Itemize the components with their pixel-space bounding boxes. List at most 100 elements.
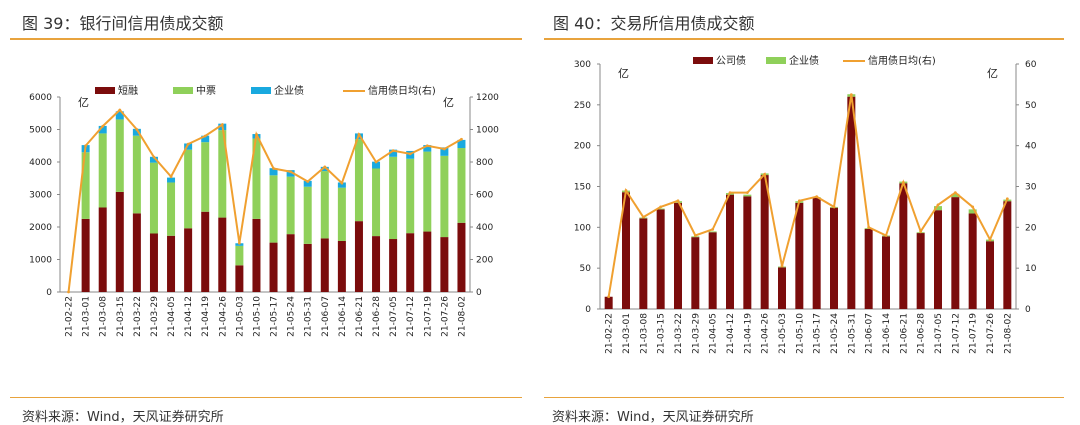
- line-point: [659, 205, 663, 209]
- left-tick-label: 1000: [29, 256, 52, 266]
- bar-1: [167, 235, 176, 292]
- bar-1: [795, 202, 804, 309]
- line-point: [272, 167, 275, 170]
- line-point: [118, 108, 122, 112]
- bar-1: [406, 233, 415, 292]
- bar-1: [708, 232, 717, 309]
- x-tick-label: 21-03-29: [691, 313, 701, 354]
- x-tick-label: 21-05-03: [778, 313, 788, 354]
- left-tick-label: 2000: [29, 223, 52, 233]
- bar-1: [286, 234, 295, 292]
- line-point: [135, 128, 139, 131]
- bar-1: [656, 209, 665, 309]
- left-unit-label: 亿: [618, 67, 629, 80]
- line-point: [237, 241, 241, 245]
- left-tick-label: 250: [574, 101, 591, 111]
- left-tick-label: 5000: [29, 126, 52, 136]
- bar-1: [423, 231, 432, 292]
- x-tick-label: 21-05-31: [847, 313, 857, 354]
- legend-swatch: [251, 87, 271, 94]
- daily-average-line: [607, 94, 1009, 297]
- bar-3: [184, 143, 193, 150]
- line-point: [849, 93, 853, 97]
- line-point: [169, 175, 173, 179]
- bar-1: [743, 196, 752, 309]
- right-tick-label: 0: [476, 288, 482, 298]
- bar-2: [968, 209, 977, 214]
- left-source-note: 资料来源：Wind，天风证券研究所: [22, 410, 224, 425]
- bar-2: [440, 155, 449, 238]
- line-point: [763, 172, 767, 176]
- line-point: [357, 132, 361, 136]
- bar-1: [830, 207, 838, 309]
- bar-3: [115, 111, 124, 120]
- x-tick-label: 21-04-26: [761, 313, 771, 354]
- bar-2: [98, 133, 107, 208]
- x-tick-label: 21-07-19: [969, 313, 979, 354]
- legend-swatch: [95, 87, 115, 94]
- x-tick-label: 21-07-19: [423, 296, 433, 337]
- x-tick-label: 21-06-07: [321, 296, 331, 337]
- bar-2: [320, 171, 329, 239]
- right-tick-label: 20: [1025, 223, 1037, 233]
- bar-1: [604, 296, 613, 309]
- bar-1: [252, 218, 261, 292]
- x-tick-label: 21-05-24: [830, 313, 840, 354]
- x-tick-label: 21-06-28: [917, 313, 927, 354]
- x-tick-label: 21-05-17: [270, 296, 280, 337]
- x-tick-label: 21-06-14: [338, 296, 348, 337]
- bar-3: [149, 156, 158, 163]
- x-tick-label: 21-04-12: [726, 313, 736, 354]
- x-tick-label: 21-05-17: [813, 313, 823, 354]
- right-tick-label: 0: [1025, 305, 1031, 315]
- bar-3: [320, 166, 329, 172]
- bar-2: [656, 208, 665, 210]
- legend-swatch: [766, 57, 786, 64]
- x-tick-label: 21-07-26: [440, 296, 450, 337]
- left-tick-label: 200: [574, 142, 591, 152]
- left-unit-label: 亿: [78, 96, 89, 109]
- bar-3: [440, 147, 449, 156]
- right-tick-label: 30: [1025, 183, 1037, 193]
- legend-label: 公司债: [716, 54, 746, 67]
- bar-3: [167, 177, 176, 183]
- x-tick-label: 21-03-08: [99, 296, 109, 337]
- legend-label: 企业债: [274, 84, 304, 97]
- bar-3: [286, 170, 295, 177]
- line-point: [815, 195, 819, 199]
- x-tick-label: 21-03-15: [657, 313, 667, 354]
- right-unit-label: 亿: [987, 67, 998, 80]
- bar-1: [760, 175, 769, 309]
- bar-1: [440, 237, 449, 292]
- line-point: [797, 199, 801, 203]
- bar-1: [303, 243, 312, 292]
- bar-1: [951, 197, 960, 309]
- bar-1: [320, 238, 329, 292]
- legend-swatch: [693, 57, 713, 64]
- right-tick-label: 1000: [476, 126, 499, 136]
- bar-3: [98, 125, 107, 134]
- bar-1: [354, 221, 363, 292]
- bar-1: [847, 96, 856, 309]
- line-point: [220, 123, 224, 127]
- left-figure-title: 图 39：银行间信用债成交额: [22, 14, 224, 33]
- line-point: [186, 142, 190, 146]
- left-tick-label: 6000: [29, 93, 52, 103]
- legend-label: 中票: [196, 84, 216, 97]
- bar-2: [286, 176, 295, 235]
- bar-2: [115, 119, 124, 192]
- line-point: [340, 181, 344, 185]
- x-tick-label: 21-03-01: [82, 296, 92, 337]
- line-point: [152, 155, 156, 159]
- left-tick-label: 50: [580, 264, 592, 274]
- right-title-rule: [544, 38, 1064, 40]
- line-point: [101, 124, 105, 128]
- line-point: [988, 238, 992, 241]
- x-tick-label: 21-04-19: [201, 296, 211, 337]
- line-point: [728, 191, 732, 195]
- right-tick-label: 800: [476, 158, 493, 168]
- x-tick-label: 21-07-26: [986, 313, 996, 354]
- line-point: [780, 264, 784, 268]
- x-tick-label: 21-05-24: [287, 296, 297, 337]
- x-tick-label: 21-07-12: [951, 313, 961, 354]
